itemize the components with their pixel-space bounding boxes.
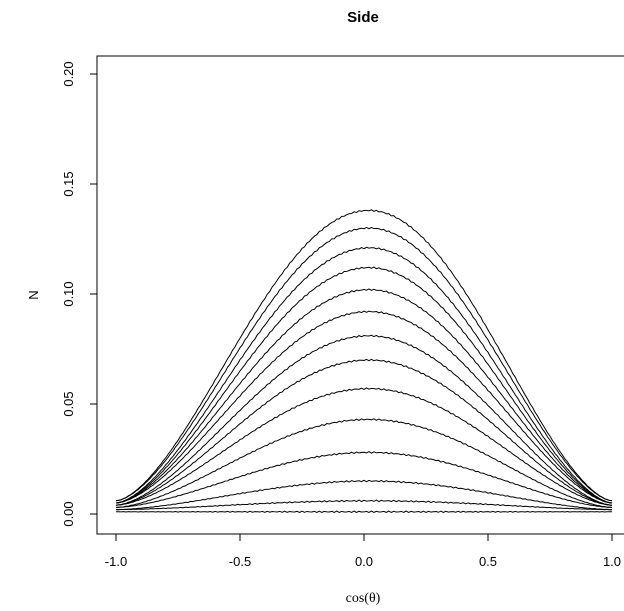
x-tick-label: -1.0 xyxy=(105,554,127,569)
series-line xyxy=(115,510,613,514)
x-tick-label: -0.5 xyxy=(229,554,251,569)
y-tick-label: 0.15 xyxy=(61,171,76,196)
y-axis: 0.00 0.05 0.10 0.15 0.20 xyxy=(61,61,98,527)
x-axis-label: cos(θ) xyxy=(346,591,381,606)
y-tick-label: 0.05 xyxy=(61,391,76,416)
y-tick-label: 0.00 xyxy=(61,501,76,526)
x-tick-label: 0.0 xyxy=(355,554,373,569)
chart-title: Side xyxy=(347,9,379,26)
series-line xyxy=(115,310,613,504)
x-axis: -1.0 -0.5 0.0 0.5 1.0 xyxy=(105,533,621,569)
series-line xyxy=(115,226,613,502)
series-line xyxy=(115,266,613,504)
y-tick-label: 0.10 xyxy=(61,281,76,306)
series-line xyxy=(115,451,613,508)
series-line xyxy=(115,358,613,506)
x-tick-label: 0.5 xyxy=(479,554,497,569)
series-line xyxy=(115,387,613,506)
series-line xyxy=(115,246,613,504)
series-line xyxy=(115,209,613,502)
y-axis-label: N xyxy=(26,290,41,299)
series-line xyxy=(115,479,613,511)
series-layer xyxy=(115,209,613,514)
series-line xyxy=(115,499,613,511)
series-line xyxy=(115,418,613,508)
series-line xyxy=(115,288,613,504)
series-line xyxy=(115,334,613,506)
x-tick-label: 1.0 xyxy=(603,554,621,569)
y-tick-label: 0.20 xyxy=(61,61,76,86)
